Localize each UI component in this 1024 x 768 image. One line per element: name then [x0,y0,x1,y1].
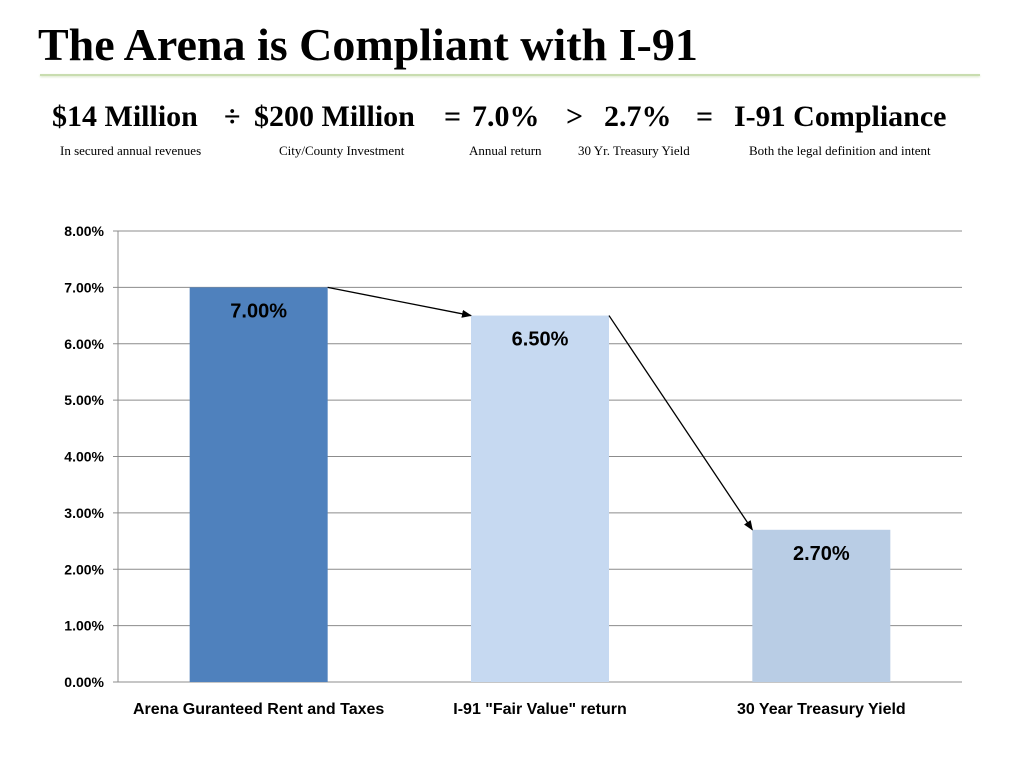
caption-secured-revenues: In secured annual revenues [60,143,202,158]
caption-legal-definition: Both the legal definition and intent [749,143,931,158]
equation-equals-sign-2: = [696,100,714,133]
equation-investment: $200 Million [254,100,415,133]
slide-title: The Arena is Compliant with I-91 [38,19,698,70]
equation-divide-sign: ÷ [224,100,241,133]
caption-city-county-investment: City/County Investment [279,143,405,158]
y-tick-label: 6.00% [64,336,104,352]
y-tick-label: 3.00% [64,505,104,521]
bar-data-label: 2.70% [793,543,850,565]
trend-arrow [608,315,753,531]
equation-annual-return: 7.0% [472,100,540,133]
trend-arrows [327,286,753,531]
bar [189,287,328,682]
bar-data-label: 6.50% [512,329,569,351]
equation-equals-sign: = [444,100,462,133]
bar-data-label: 7.00% [230,300,287,322]
title-underline [40,74,980,76]
equation-compliance: I-91 Compliance [734,100,947,133]
y-tick-label: 1.00% [64,618,104,634]
equation-greater-than: > [566,100,584,133]
bars [189,287,891,682]
caption-treasury-yield: 30 Yr. Treasury Yield [578,143,690,158]
equation-revenue: $14 Million [52,100,198,133]
y-tick-label: 4.00% [64,449,104,465]
x-category-label: I-91 "Fair Value" return [453,701,626,718]
y-tick-label: 8.00% [64,223,104,239]
x-category-label: Arena Guranteed Rent and Taxes [133,701,384,718]
trend-arrow [327,286,472,318]
caption-annual-return: Annual return [469,143,542,158]
y-tick-label: 0.00% [64,674,104,690]
y-tick-label: 2.00% [64,561,104,577]
bar [752,529,891,682]
x-category-label: 30 Year Treasury Yield [737,701,906,718]
y-tick-label: 5.00% [64,392,104,408]
y-tick-label: 7.00% [64,279,104,295]
bar [471,315,609,682]
labels: 0.00% 1.00% 2.00% 3.00% 4.00% 5.00% 6.00% 7.00%… [64,223,905,718]
equation-treasury-yield: 2.7% [604,100,672,133]
